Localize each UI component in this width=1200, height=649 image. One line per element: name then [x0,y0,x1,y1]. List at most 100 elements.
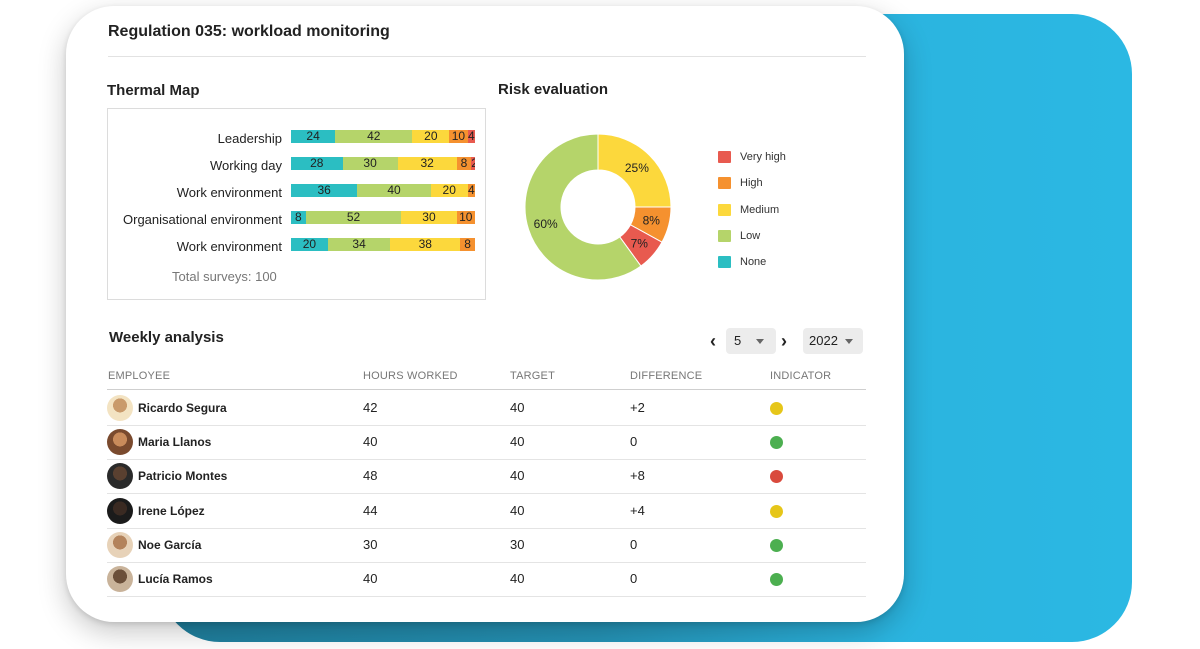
indicator-dot [770,470,783,484]
next-week-button[interactable]: › [781,331,787,351]
legend-item: Medium [718,204,779,216]
difference: 0 [630,536,638,552]
difference: 0 [630,571,638,586]
col-indicator: INDICATOR [770,370,832,382]
thermal-bar-segment: 2 [471,157,475,170]
thermal-bar-segment: 24 [291,130,336,143]
page-title: Regulation 035: workload monitoring [108,23,390,40]
thermal-bar-segment: 34 [327,238,391,251]
target-hours: 40 [510,502,525,518]
thermal-bar-segment: 40 [357,184,431,197]
col-employee: EMPLOYEE [108,370,171,382]
thermal-bar: 36 40 20 4 [291,184,475,197]
legend-label: None [740,256,767,268]
chevron-down-icon [756,339,764,344]
avatar [107,566,133,592]
legend-item: Low [718,230,760,242]
thermal-bar-segment: 38 [390,238,461,251]
week-select-value: 5 [734,333,742,348]
thermal-bar-segment: 32 [397,157,457,170]
thermal-bar-segment: 8 [460,238,475,251]
legend-swatch [718,204,731,216]
title-divider [108,56,866,57]
thermal-bar-segment: 20 [412,130,450,143]
thermal-row-label: Work environment [176,239,282,254]
legend-label: Very high [740,151,786,163]
thermal-bar-segment: 52 [305,211,402,224]
table-row[interactable]: Ricardo Segura 42 40 +2 [107,391,866,426]
table-row[interactable]: Noe García 30 30 0 [107,528,866,563]
thermal-bar-segment: 30 [401,211,457,224]
thermal-row-label: Organisational environment [123,212,282,227]
thermal-bar-segment: 4 [467,184,475,197]
legend-swatch [718,230,731,242]
dashboard-card: Regulation 035: workload monitoring Ther… [66,6,904,622]
thermal-bar-segment: 28 [291,157,343,170]
thermal-bar-segment: 4 [467,130,475,143]
table-header-divider [107,389,866,390]
table-row[interactable]: Irene López 44 40 +4 [107,494,866,529]
indicator-dot [770,573,783,586]
avatar [107,497,133,524]
indicator-dot [770,538,783,552]
donut-slice-label: 25% [625,161,649,175]
avatar [107,463,133,490]
week-select[interactable]: 5 [726,328,776,354]
thermal-bar-segment: 20 [430,184,468,197]
table-row[interactable]: Maria Llanos 40 40 0 [107,425,866,461]
donut-slice-label: 60% [534,217,558,231]
thermal-bar: 8 52 30 10 [291,211,475,224]
legend-label: Low [740,230,761,242]
legend-label: Medium [740,204,780,216]
col-target: TARGET [510,370,555,382]
donut-slice-label: 8% [643,214,661,228]
thermal-bar-segment: 36 [291,184,358,197]
thermal-map-panel: Leadership 24 42 20 10 4 Working day 28 30 32 8 2 Wo… [107,108,486,300]
col-hours-worked: HOURS WORKED [363,370,458,382]
legend-label: High [740,177,763,189]
difference: +4 [630,502,645,518]
target-hours: 40 [510,468,525,484]
difference: +2 [630,400,645,415]
legend-swatch [718,256,731,268]
target-hours: 30 [510,536,525,552]
indicator-dot [770,402,783,415]
thermal-bar-segment: 20 [291,238,328,251]
thermal-bar-segment: 8 [291,211,306,224]
legend-item: High [718,177,763,189]
difference: +8 [630,468,645,484]
thermal-bar: 28 30 32 8 2 [291,157,475,170]
hours-worked: 42 [363,400,378,415]
employee-name: Ricardo Segura [138,401,227,415]
risk-donut-chart: 25% 8% 7% 60% [524,133,672,281]
hours-worked: 30 [363,536,378,552]
thermal-bar-segment: 10 [456,211,475,224]
table-row[interactable]: Lucía Ramos 40 40 0 [107,562,866,597]
donut-slice-label: 7% [631,236,649,250]
hours-worked: 44 [363,502,378,518]
thermal-bar-segment: 10 [449,130,468,143]
prev-week-button[interactable]: ‹ [710,331,716,351]
thermal-row-label: Leadership [217,131,282,146]
thermal-row-label: Work environment [176,185,282,200]
thermal-map-heading: Thermal Map [107,82,200,99]
chevron-down-icon [845,339,853,344]
donut-slice-low [524,133,642,281]
table-row[interactable]: Patricio Montes 48 40 +8 [107,459,866,495]
thermal-bar-segment: 30 [342,157,398,170]
risk-evaluation-heading: Risk evaluation [498,81,609,98]
employee-name: Lucía Ramos [138,572,213,586]
year-select[interactable]: 2022 [803,328,863,354]
thermal-bar: 20 34 38 8 [291,238,475,251]
thermal-bar-segment: 8 [456,157,472,170]
hours-worked: 48 [363,468,378,484]
legend-item: Very high [718,151,786,163]
employee-name: Irene López [138,503,205,518]
thermal-row-label: Working day [209,158,282,173]
employee-name: Noe García [138,537,202,552]
legend-item: None [718,256,766,268]
col-difference: DIFFERENCE [630,370,703,382]
thermal-bar: 24 42 20 10 4 [291,130,475,143]
hours-worked: 40 [363,434,378,450]
target-hours: 40 [510,434,525,450]
